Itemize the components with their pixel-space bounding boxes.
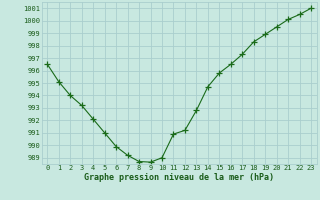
X-axis label: Graphe pression niveau de la mer (hPa): Graphe pression niveau de la mer (hPa) xyxy=(84,173,274,182)
